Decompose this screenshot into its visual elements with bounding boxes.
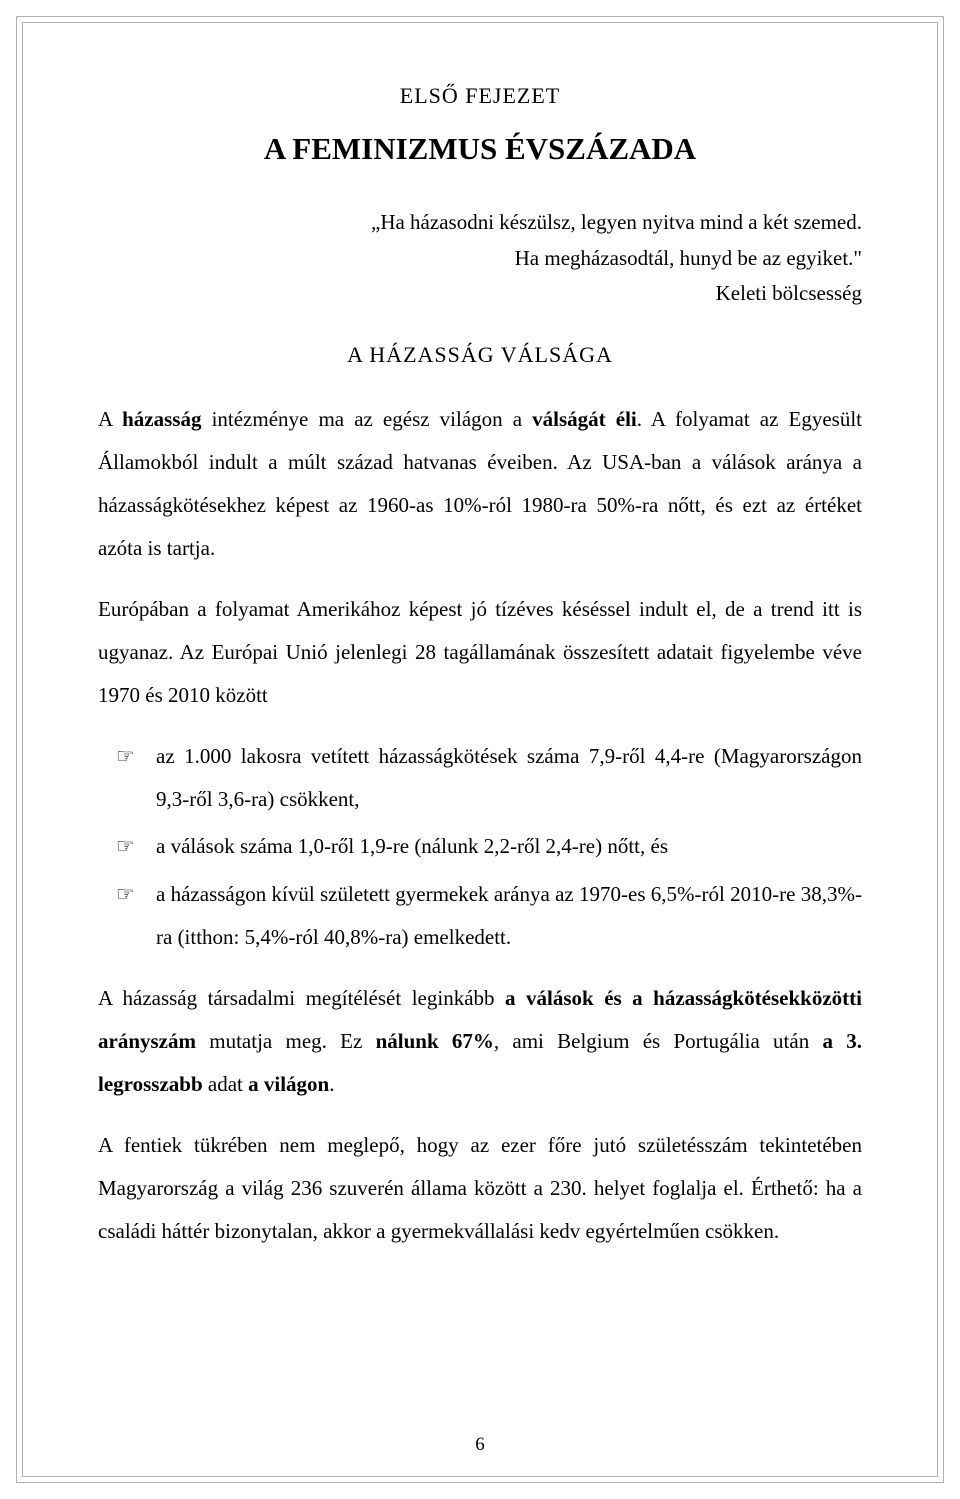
para3-text: A házasság társadalmi megítélését legink… xyxy=(98,986,505,1010)
para1-text: A xyxy=(98,407,122,431)
page-number: 6 xyxy=(23,1434,937,1456)
bullet-list: az 1.000 lakosra vetített házasságkötése… xyxy=(98,735,862,958)
paragraph-3: A házasság társadalmi megítélését legink… xyxy=(98,977,862,1106)
chapter-label: ELSŐ FEJEZET xyxy=(98,83,862,109)
para3-text: adat xyxy=(203,1072,248,1096)
quote-line-1: „Ha házasodni készülsz, legyen nyitva mi… xyxy=(218,205,862,241)
para3-text: mutatja meg. Ez xyxy=(196,1029,376,1053)
inner-frame: ELSŐ FEJEZET A FEMINIZMUS ÉVSZÁZADA „Ha … xyxy=(22,22,938,1477)
quote-line-2: Ha megházasodtál, hunyd be az egyiket." xyxy=(218,241,862,277)
para1-bold-2: válságát éli xyxy=(532,407,637,431)
para3-text: . xyxy=(329,1072,334,1096)
paragraph-4: A fentiek tükrében nem meglepő, hogy az … xyxy=(98,1124,862,1253)
list-item: az 1.000 lakosra vetített házasságkötése… xyxy=(98,735,862,821)
para3-text: , ami Belgium és Portugália után xyxy=(494,1029,823,1053)
quote-attribution: Keleti bölcsesség xyxy=(218,276,862,312)
para3-bold-2: nálunk 67% xyxy=(376,1029,494,1053)
paragraph-2: Európában a folyamat Amerikához képest j… xyxy=(98,588,862,717)
chapter-title: A FEMINIZMUS ÉVSZÁZADA xyxy=(98,131,862,167)
para1-text: intézménye ma az egész világon a xyxy=(201,407,532,431)
para1-bold-1: házasság xyxy=(122,407,201,431)
outer-frame: ELSŐ FEJEZET A FEMINIZMUS ÉVSZÁZADA „Ha … xyxy=(16,16,944,1483)
list-item: a házasságon kívül született gyermekek a… xyxy=(98,873,862,959)
paragraph-1: A házasság intézménye ma az egész világo… xyxy=(98,398,862,570)
list-item: a válások száma 1,0-ről 1,9-re (nálunk 2… xyxy=(98,825,862,868)
para3-bold-4: a világon xyxy=(248,1072,329,1096)
document-page: ELSŐ FEJEZET A FEMINIZMUS ÉVSZÁZADA „Ha … xyxy=(0,0,960,1499)
section-heading: A HÁZASSÁG VÁLSÁGA xyxy=(98,342,862,368)
epigraph-quote: „Ha házasodni készülsz, legyen nyitva mi… xyxy=(98,205,862,312)
